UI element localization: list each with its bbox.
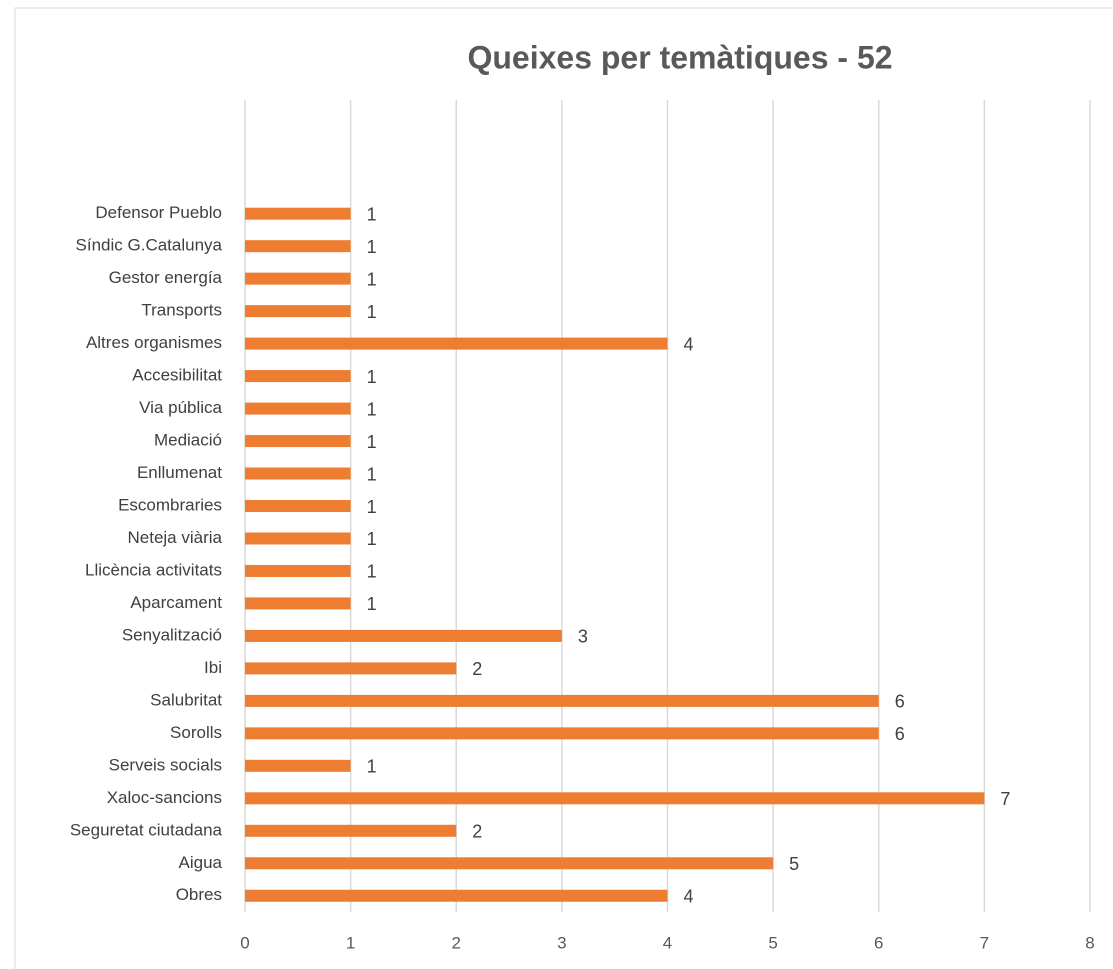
y-tick-label: Llicència activitats bbox=[85, 560, 222, 579]
data-label: 1 bbox=[367, 269, 377, 289]
y-tick-label: Transports bbox=[141, 301, 222, 320]
bar bbox=[245, 759, 351, 772]
bar bbox=[245, 272, 351, 285]
y-tick-label: Neteja viària bbox=[128, 528, 223, 547]
y-tick-label: Accesibilitat bbox=[132, 366, 222, 385]
bar bbox=[245, 500, 351, 512]
y-tick-label: Sorolls bbox=[170, 723, 222, 742]
bar bbox=[245, 694, 879, 707]
x-tick-label: 3 bbox=[557, 933, 566, 952]
data-label: 1 bbox=[367, 497, 377, 517]
x-tick-label: 6 bbox=[874, 933, 883, 952]
y-tick-label: Gestor energía bbox=[109, 268, 223, 287]
y-tick-label: Aigua bbox=[179, 853, 223, 872]
data-label: 1 bbox=[367, 367, 377, 387]
data-label: 1 bbox=[367, 237, 377, 257]
bar bbox=[245, 240, 351, 253]
y-tick-label: Via pública bbox=[139, 398, 222, 417]
bar bbox=[245, 402, 351, 415]
y-tick-label: Ibi bbox=[204, 658, 222, 677]
x-tick-label: 7 bbox=[980, 933, 989, 952]
data-label: 1 bbox=[367, 432, 377, 452]
bar bbox=[245, 305, 351, 318]
x-tick-label: 8 bbox=[1085, 933, 1094, 952]
x-tick-label: 4 bbox=[663, 933, 672, 952]
bar bbox=[245, 564, 351, 577]
y-tick-label: Seguretat ciutadana bbox=[70, 820, 223, 839]
x-tick-label: 0 bbox=[240, 933, 249, 952]
data-label: 6 bbox=[895, 724, 905, 744]
bar bbox=[245, 889, 668, 902]
chart-title: Queixes per temàtiques - 52 bbox=[467, 39, 892, 75]
y-tick-label: Salubritat bbox=[150, 690, 222, 709]
y-tick-label: Altres organismes bbox=[86, 333, 222, 352]
bar bbox=[245, 370, 351, 383]
data-label: 1 bbox=[367, 302, 377, 322]
data-label: 2 bbox=[472, 659, 482, 679]
y-tick-label: Senyalització bbox=[122, 625, 222, 644]
data-label: 2 bbox=[472, 822, 482, 842]
y-tick-label: Enllumenat bbox=[137, 463, 222, 482]
x-tick-label: 5 bbox=[768, 933, 777, 952]
data-label: 1 bbox=[367, 594, 377, 614]
bar bbox=[245, 629, 562, 642]
data-label: 4 bbox=[684, 887, 694, 907]
bar bbox=[245, 824, 457, 837]
bar bbox=[245, 207, 351, 220]
data-label: 1 bbox=[367, 204, 377, 224]
bar bbox=[245, 792, 985, 805]
data-label: 3 bbox=[578, 627, 588, 647]
y-tick-label: Aparcament bbox=[130, 593, 222, 612]
data-label: 1 bbox=[367, 529, 377, 549]
y-tick-label: Obres bbox=[176, 885, 222, 904]
y-tick-label: Escombraries bbox=[118, 495, 222, 514]
data-label: 1 bbox=[367, 757, 377, 777]
bar bbox=[245, 727, 879, 740]
data-label: 7 bbox=[1000, 789, 1010, 809]
bar bbox=[245, 337, 668, 350]
bar bbox=[245, 467, 351, 480]
y-tick-label: Serveis socials bbox=[109, 755, 222, 774]
bar bbox=[245, 857, 774, 870]
y-tick-label: Mediació bbox=[154, 431, 222, 450]
bar bbox=[245, 435, 351, 448]
data-label: 1 bbox=[367, 399, 377, 419]
data-label: 4 bbox=[684, 334, 694, 354]
bar bbox=[245, 597, 351, 610]
bar bbox=[245, 532, 351, 545]
x-tick-label: 1 bbox=[346, 933, 355, 952]
x-tick-label: 2 bbox=[452, 933, 461, 952]
chart-frame bbox=[14, 7, 1113, 969]
bar bbox=[245, 662, 457, 675]
data-label: 1 bbox=[367, 464, 377, 484]
data-label: 5 bbox=[789, 854, 799, 874]
y-tick-label: Defensor Pueblo bbox=[95, 203, 222, 222]
data-label: 6 bbox=[895, 692, 905, 712]
data-label: 1 bbox=[367, 562, 377, 582]
y-tick-label: Xaloc-sancions bbox=[107, 788, 222, 807]
y-tick-label: Síndic G.Catalunya bbox=[76, 236, 223, 255]
